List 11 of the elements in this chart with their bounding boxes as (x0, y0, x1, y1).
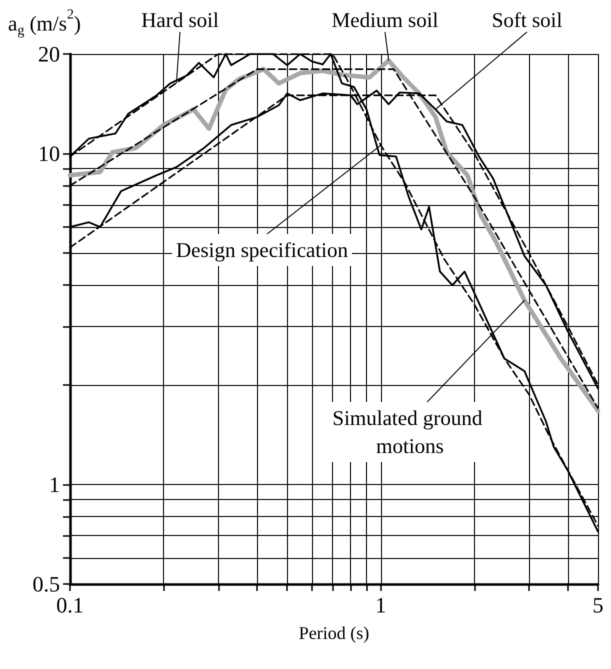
annotation: Soft soil (492, 8, 562, 32)
annotation: Design specification (176, 238, 349, 262)
y-tick-label: 1 (49, 472, 60, 497)
x-tick-label: 1 (375, 592, 386, 618)
annotation: Hard soil (141, 8, 219, 32)
y-tick-label: 20 (38, 42, 60, 66)
annotation: Medium soil (332, 8, 439, 32)
annotation: Simulated ground motions (332, 406, 488, 458)
x-tick-label: 5 (592, 592, 604, 618)
x-axis-title: Period (s) (298, 623, 370, 643)
y-tick-label: 10 (38, 141, 60, 166)
